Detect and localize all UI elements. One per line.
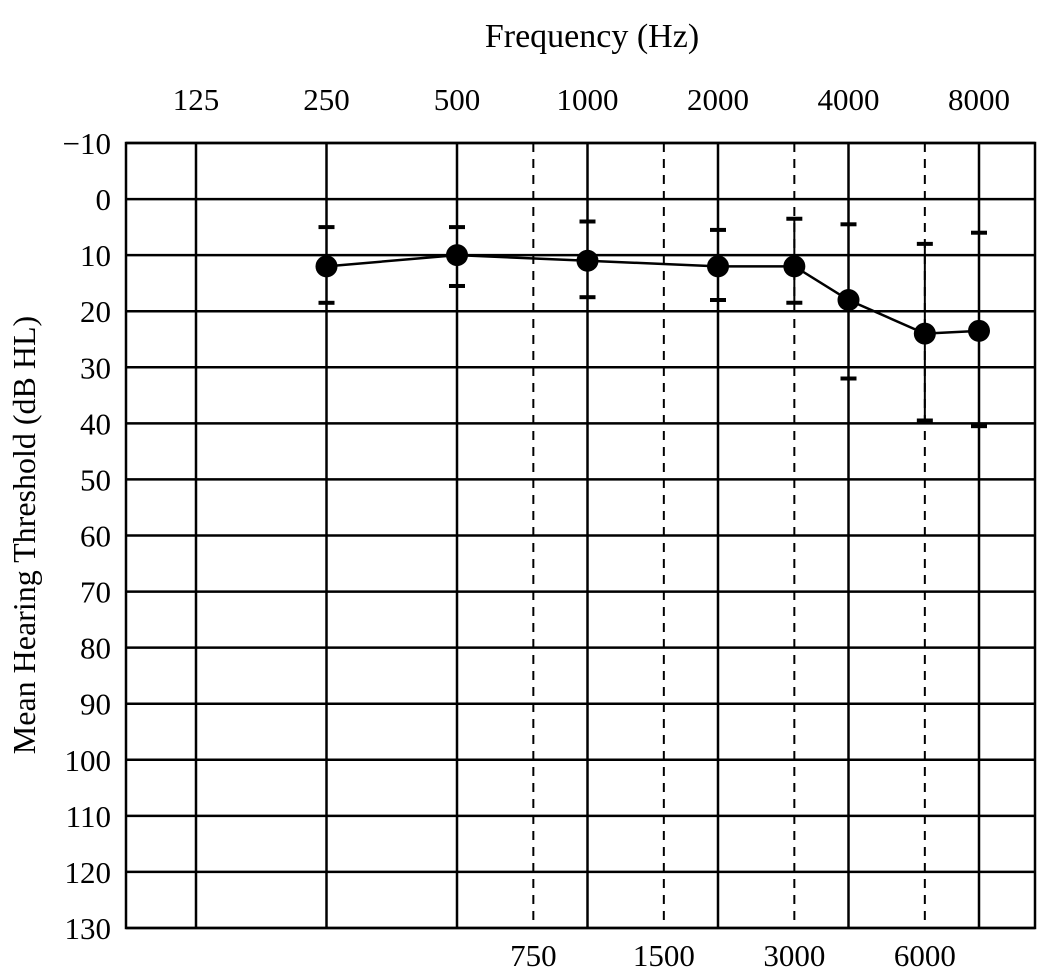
- x-tick-label-6000: 6000: [894, 938, 956, 973]
- y-tick-label: 10: [80, 238, 111, 273]
- series-line: [326, 253, 980, 335]
- y-axis-title: Mean Hearing Threshold (dB HL): [6, 316, 42, 754]
- x-tick-label-750: 750: [510, 938, 557, 973]
- x-tick-label-250: 250: [303, 82, 350, 117]
- y-tick-label: 60: [80, 519, 111, 554]
- y-tick-label: 80: [80, 631, 111, 666]
- x-tick-label-2000: 2000: [687, 82, 749, 117]
- y-tick-label: 110: [66, 799, 111, 834]
- x-axis-title: Frequency (Hz): [485, 18, 699, 55]
- y-tick-labels: −10 0 10 20 30 40 50 60 70 80 90 100 110 120 130: [63, 126, 111, 946]
- y-tick-label: 100: [65, 743, 112, 778]
- data-point: [837, 289, 860, 311]
- y-tick-label: 120: [65, 855, 112, 890]
- x-tick-label-8000: 8000: [948, 82, 1010, 117]
- y-tick-label: 40: [80, 406, 111, 441]
- y-tick-label: 50: [80, 462, 111, 497]
- data-point: [707, 255, 729, 278]
- y-tick-label: 0: [96, 182, 112, 217]
- y-tick-label: −10: [63, 126, 111, 161]
- data-point: [913, 322, 936, 345]
- x-tick-label-4000: 4000: [818, 82, 880, 117]
- data-point: [968, 319, 990, 342]
- x-tick-label-125: 125: [173, 82, 220, 117]
- y-tick-label: 130: [65, 911, 112, 946]
- y-tick-label: 20: [80, 294, 111, 329]
- x-tick-label-1500: 1500: [633, 938, 695, 973]
- x-tick-labels-bottom: 750 1500 3000 6000: [510, 938, 956, 973]
- data-point: [576, 249, 599, 272]
- y-tick-label: 90: [80, 687, 111, 722]
- data-point: [315, 255, 338, 278]
- x-tick-label-3000: 3000: [763, 938, 825, 973]
- x-tick-label-1000: 1000: [557, 82, 619, 117]
- data-point: [446, 244, 468, 267]
- data-point: [783, 255, 806, 278]
- y-tick-label: 70: [80, 575, 111, 610]
- x-tick-labels-top: 125 250 500 1000 2000 4000 8000: [173, 82, 1010, 117]
- series-mean-threshold: [315, 216, 990, 429]
- x-tick-label-500: 500: [434, 82, 481, 117]
- y-tick-label: 30: [80, 350, 111, 385]
